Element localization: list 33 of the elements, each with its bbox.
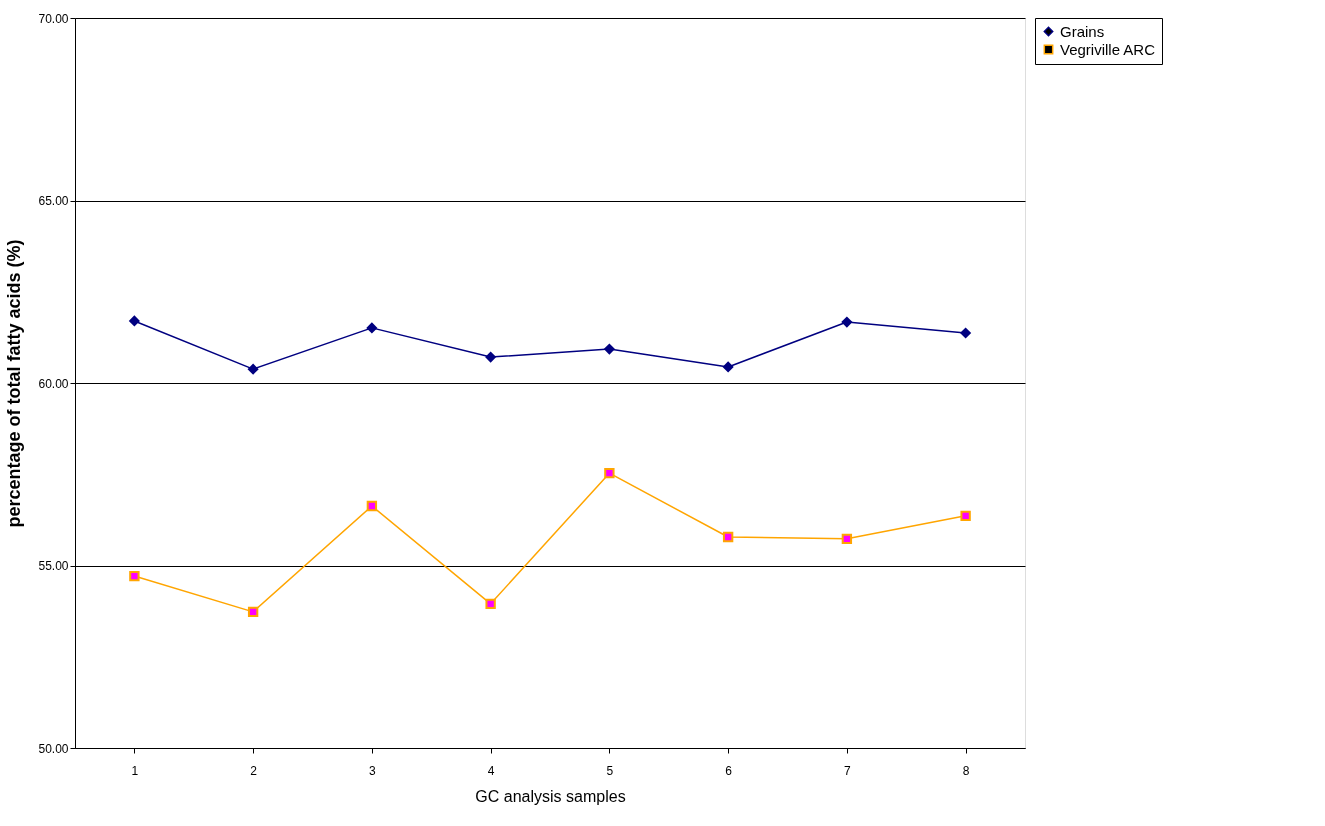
point: [604, 343, 615, 355]
point: [604, 467, 615, 479]
point: [129, 570, 140, 582]
y-tick-label: 70.00: [38, 11, 69, 26]
point: [247, 363, 259, 375]
y-axis-title: percentage of total fatty acids (%): [4, 239, 25, 528]
y-tick-label: 50.00: [38, 741, 69, 756]
point: [722, 361, 734, 373]
legend-label: Vegriville ARC: [1060, 40, 1156, 58]
x-tick-label: 5: [606, 763, 614, 778]
point: [960, 327, 971, 339]
point: [366, 322, 378, 334]
point: [841, 533, 853, 545]
point: [841, 316, 853, 328]
x-tick-label: 1: [131, 763, 139, 778]
x-tick-label: 7: [844, 763, 852, 778]
point: [129, 315, 140, 327]
y-tick-label: 60.00: [38, 376, 69, 391]
point: [247, 606, 259, 618]
x-tick-label: 3: [369, 763, 377, 778]
x-tick-label: 8: [962, 763, 970, 778]
point: [485, 598, 496, 610]
x-tick-label: 6: [725, 763, 733, 778]
point: [485, 351, 496, 363]
y-tick-label: 65.00: [38, 194, 69, 208]
x-tick-label: 2: [250, 763, 258, 778]
point: [960, 510, 971, 522]
point: [366, 500, 378, 512]
point: [722, 531, 734, 543]
legend-label: Grains: [1060, 22, 1105, 40]
y-tick-label: 55.00: [38, 559, 69, 573]
x-axis-title: GC analysis samples: [475, 787, 626, 805]
x-tick-label: 4: [487, 763, 495, 778]
